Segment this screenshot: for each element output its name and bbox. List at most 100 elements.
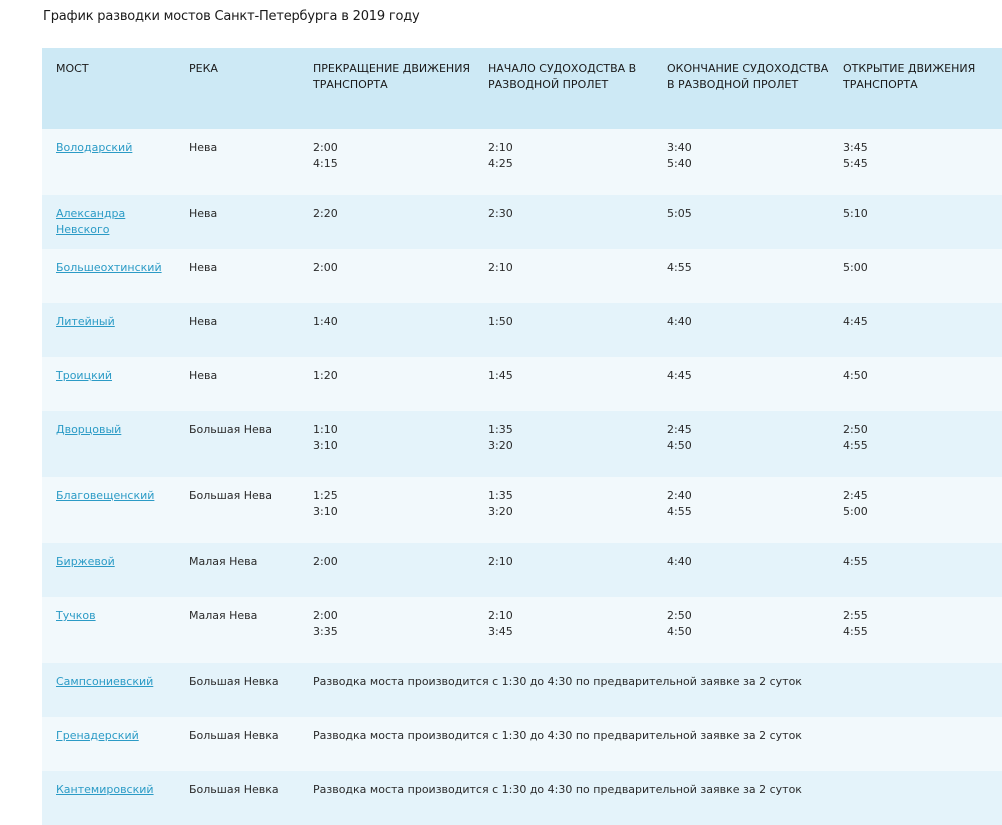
time-value: 1:25 (313, 489, 338, 502)
cell-traffic-stop: 2:00 (313, 249, 488, 303)
bridge-link[interactable]: Благовещенский (56, 489, 155, 502)
time-value: 4:55 (843, 555, 868, 568)
cell-navigation-start: 2:30 (488, 195, 667, 249)
page-title: График разводки мостов Санкт-Петербурга … (43, 9, 420, 24)
cell-navigation-end: 2:45 4:50 (667, 411, 843, 477)
cell-traffic-stop: 1:25 3:10 (313, 477, 488, 543)
header-traffic-stop: ПРЕКРАЩЕНИЕ ДВИЖЕНИЯ ТРАНСПОРТА (313, 62, 471, 91)
cell-navigation-end: 2:40 4:55 (667, 477, 843, 543)
cell-river: Малая Нева (189, 609, 258, 622)
table-row: Биржевой Малая Нева 2:00 2:10 4:40 4:55 (42, 543, 1002, 597)
time-value: 4:40 (667, 315, 692, 328)
cell-navigation-start: 1:50 (488, 303, 667, 357)
bridge-link[interactable]: Сампсониевский (56, 675, 154, 688)
bridge-link[interactable]: Гренадерский (56, 729, 139, 742)
cell-bridge: Большеохтинский (42, 249, 189, 303)
cell-traffic-stop: 1:20 (313, 357, 488, 411)
cell-river: Большая Нева (189, 423, 272, 436)
cell-bridge: Александра Невского (42, 195, 189, 249)
cell-traffic-stop: 2:20 (313, 195, 488, 249)
cell-traffic-stop: 2:00 3:35 (313, 597, 488, 663)
cell-traffic-open: 5:00 (843, 249, 1002, 303)
time-value: 2:00 (313, 609, 338, 622)
time-value: 2:45 (843, 489, 868, 502)
time-value: 1:35 (488, 489, 513, 502)
cell-river: Большая Нева (189, 489, 272, 502)
time-value: 5:45 (843, 157, 868, 170)
cell-navigation-end: 4:40 (667, 303, 843, 357)
time-value: 5:00 (843, 505, 868, 518)
time-value: 2:10 (488, 141, 513, 154)
time-value: 4:55 (843, 439, 868, 452)
time-value: 2:40 (667, 489, 692, 502)
cell-bridge: Володарский (42, 129, 189, 195)
time-value: 2:50 (843, 423, 868, 436)
bridge-link[interactable]: Литейный (56, 315, 115, 328)
table-row: Кантемировский Большая Невка Разводка мост… (42, 771, 1002, 825)
cell-traffic-open: 4:45 (843, 303, 1002, 357)
cell-traffic-open: 2:45 5:00 (843, 477, 1002, 543)
cell-river: Большая Невка (189, 675, 279, 688)
cell-bridge: Биржевой (42, 543, 189, 597)
time-value: 4:55 (667, 505, 692, 518)
time-value: 2:50 (667, 609, 692, 622)
table-row: Гренадерский Большая Невка Разводка моста … (42, 717, 1002, 771)
bridge-link[interactable]: Большеохтинский (56, 261, 162, 274)
time-value: 1:35 (488, 423, 513, 436)
bridge-link[interactable]: Дворцовый (56, 423, 122, 436)
time-value: 1:20 (313, 369, 338, 382)
table-header: МОСТ РЕКА ПРЕКРАЩЕНИЕ ДВИЖЕНИЯ ТРАНСПОРТ… (42, 48, 1002, 129)
header-bridge: МОСТ (56, 62, 89, 75)
time-value: 3:40 (667, 141, 692, 154)
time-value: 4:15 (313, 157, 338, 170)
time-value: 4:45 (667, 369, 692, 382)
time-value: 4:45 (843, 315, 868, 328)
table-row: Дворцовый Большая Нева 1:10 3:10 1:35 3:20 2:4… (42, 411, 1002, 477)
cell-navigation-end: 4:40 (667, 543, 843, 597)
bridge-link[interactable]: Троицкий (56, 369, 113, 382)
cell-bridge: Троицкий (42, 357, 189, 411)
bridge-link[interactable]: Александра Невского (56, 207, 126, 236)
cell-bridge: Кантемировский (42, 771, 189, 825)
cell-traffic-stop: 1:40 (313, 303, 488, 357)
cell-traffic-stop: 2:00 4:15 (313, 129, 488, 195)
time-value: 3:20 (488, 505, 513, 518)
cell-river: Малая Нева (189, 555, 258, 568)
time-value: 4:50 (843, 369, 868, 382)
header-navigation-end: ОКОНЧАНИЕ СУДОХОДСТВА В РАЗВОДНОЙ ПРОЛЕТ (667, 62, 829, 91)
cell-navigation-end: 4:45 (667, 357, 843, 411)
time-value: 2:30 (488, 207, 513, 220)
cell-traffic-open: 2:55 4:55 (843, 597, 1002, 663)
time-value: 4:50 (667, 439, 692, 452)
table-row: Большеохтинский Нева 2:00 2:10 4:55 5:00 (42, 249, 1002, 303)
time-value: 2:45 (667, 423, 692, 436)
table-row: Володарский Нева 2:00 4:15 2:10 4:25 3:40 5:40 3… (42, 129, 1002, 195)
time-value: 1:45 (488, 369, 513, 382)
time-value: 3:10 (313, 439, 338, 452)
table-body: Володарский Нева 2:00 4:15 2:10 4:25 3:40 5:40 3… (42, 129, 1002, 825)
cell-navigation-start: 2:10 (488, 249, 667, 303)
cell-river: Нева (189, 261, 218, 274)
bridge-link[interactable]: Кантемировский (56, 783, 154, 796)
cell-traffic-open: 3:45 5:45 (843, 129, 1002, 195)
time-value: 2:00 (313, 555, 338, 568)
cell-note: Разводка моста производится с 1:30 до 4:… (313, 729, 802, 742)
time-value: 3:20 (488, 439, 513, 452)
header-river: РЕКА (189, 62, 218, 75)
cell-navigation-end: 2:50 4:50 (667, 597, 843, 663)
cell-navigation-end: 4:55 (667, 249, 843, 303)
time-value: 2:00 (313, 141, 338, 154)
cell-river: Большая Невка (189, 783, 279, 796)
bridge-link[interactable]: Тучков (56, 609, 96, 622)
cell-river: Нева (189, 315, 218, 328)
time-value: 4:55 (667, 261, 692, 274)
cell-navigation-start: 1:35 3:20 (488, 477, 667, 543)
cell-river: Большая Невка (189, 729, 279, 742)
time-value: 1:40 (313, 315, 338, 328)
time-value: 2:00 (313, 261, 338, 274)
bridge-link[interactable]: Володарский (56, 141, 133, 154)
time-value: 5:00 (843, 261, 868, 274)
table-row: Тучков Малая Нева 2:00 3:35 2:10 3:45 2:50 4:50… (42, 597, 1002, 663)
cell-river: Нева (189, 369, 218, 382)
bridge-link[interactable]: Биржевой (56, 555, 115, 568)
